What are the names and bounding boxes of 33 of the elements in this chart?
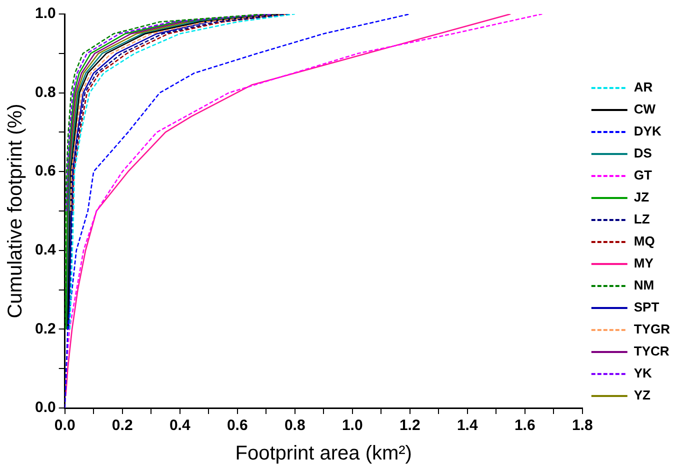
y-tick-label: 1.0	[34, 5, 56, 22]
x-tick-label: 1.4	[456, 417, 478, 434]
legend-label: YZ	[634, 388, 651, 403]
x-tick-label: 1.6	[514, 417, 536, 434]
y-tick-label: 0.0	[34, 399, 56, 416]
x-tick-label: 1.0	[342, 417, 363, 434]
x-tick-label: 1.8	[572, 417, 593, 434]
y-tick-label: 0.4	[34, 242, 56, 259]
legend-label: SPT	[634, 300, 660, 315]
legend-label: JZ	[634, 190, 650, 205]
y-tick-label: 0.8	[34, 84, 56, 101]
legend-label: YK	[634, 366, 653, 381]
x-axis-title: Footprint area (km²)	[235, 442, 412, 465]
legend-label: LZ	[634, 212, 650, 227]
legend-label: TYGR	[634, 322, 671, 337]
x-tick-label: 0.2	[112, 417, 133, 434]
legend-label: MQ	[634, 234, 655, 249]
legend-label: GT	[634, 168, 652, 183]
x-tick-label: 0.0	[54, 417, 76, 434]
legend-label: TYCR	[634, 344, 670, 359]
legend-label: DS	[634, 146, 652, 161]
x-tick-label: 0.6	[226, 417, 248, 434]
y-tick-label: 0.6	[34, 162, 56, 180]
legend-label: AR	[634, 80, 654, 95]
legend-label: NM	[634, 278, 654, 293]
y-tick-label: 0.2	[34, 320, 56, 338]
legend-label: DYK	[634, 124, 662, 139]
legend-label: MY	[634, 256, 654, 271]
x-tick-label: 0.4	[169, 417, 191, 434]
legend-label: CW	[634, 102, 656, 117]
x-tick-label: 1.2	[399, 417, 420, 434]
y-axis-title: Cumulative footprint (%)	[4, 104, 27, 318]
x-tick-label: 0.8	[284, 417, 306, 434]
